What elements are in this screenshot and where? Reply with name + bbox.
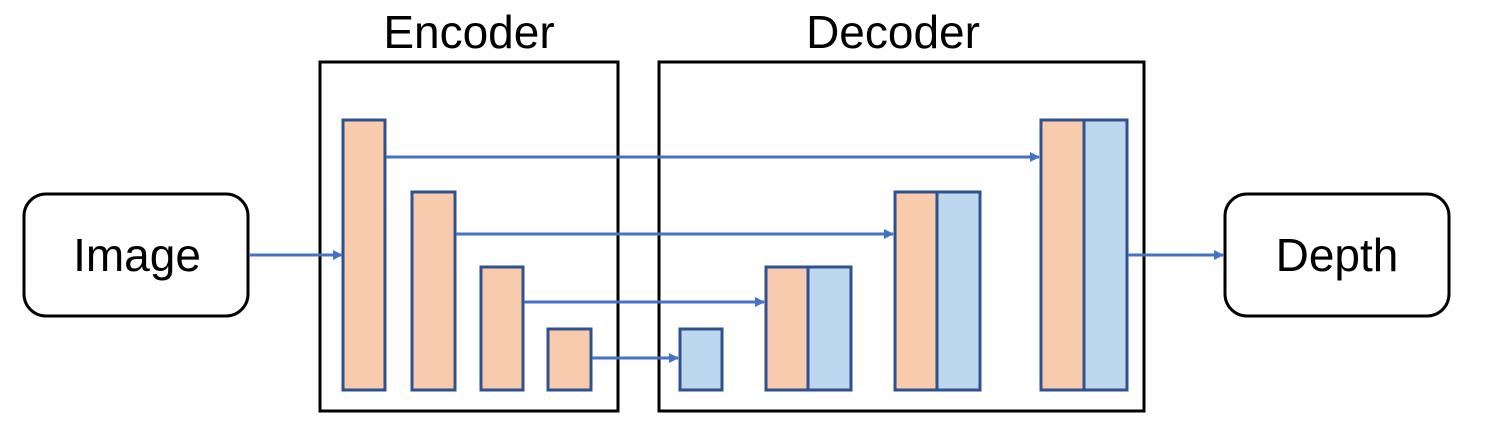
- decoder-block-2-skip: [764, 265, 810, 392]
- encoder-block-3: [479, 265, 525, 392]
- output-node: Depth: [1223, 192, 1451, 318]
- decoder-frame: [657, 60, 1146, 413]
- decoder-block-4: [1082, 118, 1129, 392]
- input-box: [22, 192, 250, 318]
- decoder-block-3: [935, 190, 982, 392]
- decoder-block-3-skip: [893, 190, 939, 392]
- decoder-block-4-skip: [1039, 118, 1086, 392]
- encoder-frame: [318, 60, 620, 413]
- output-label: Depth: [1276, 229, 1399, 281]
- encoder-block-2: [410, 190, 457, 392]
- output-box: [1223, 192, 1451, 318]
- decoder-title: Decoder: [806, 6, 980, 58]
- encoder-block-1: [341, 118, 387, 392]
- decoder-block-2: [806, 265, 853, 392]
- input-node: Image: [22, 192, 250, 318]
- encoder-title: Encoder: [383, 6, 554, 58]
- decoder-block-1: [678, 327, 724, 392]
- input-label: Image: [73, 229, 201, 281]
- encoder-block-4: [546, 327, 593, 392]
